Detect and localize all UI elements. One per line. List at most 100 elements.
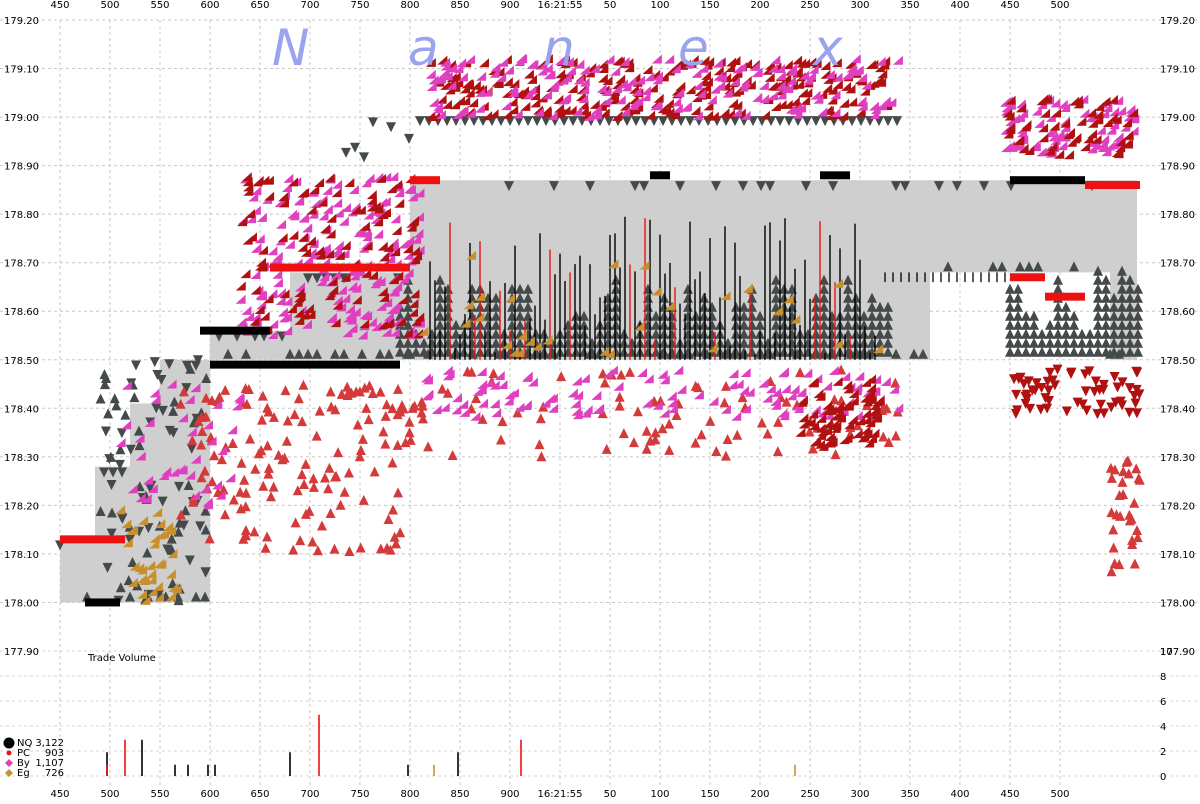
ask-away-marker <box>288 177 299 187</box>
quote-stack-marker <box>1021 328 1031 339</box>
eg-quote-marker <box>832 339 843 349</box>
by-bid-marker <box>673 365 684 375</box>
eg-quote-marker <box>474 312 485 322</box>
ask-away-marker <box>789 97 800 107</box>
quote-stack-marker <box>1109 346 1119 357</box>
quote-stack-marker <box>883 301 893 312</box>
by-bid-marker <box>765 384 776 394</box>
bid-away-marker <box>292 485 303 496</box>
ask-away-marker <box>852 428 863 438</box>
by-ask-marker <box>363 210 374 220</box>
eg-quote-marker <box>153 592 164 602</box>
y-tick-label-left: 179.10 <box>4 65 39 76</box>
bid-away-marker <box>199 465 210 476</box>
left-quote-marker <box>123 575 134 586</box>
ask-row-marker <box>341 147 351 158</box>
ask-away-marker <box>334 250 345 260</box>
by-ask-marker <box>1079 108 1090 118</box>
by-ask-marker <box>496 72 507 82</box>
ask-away-marker <box>501 88 512 98</box>
by-bid-marker <box>727 380 738 390</box>
quote-stack-marker <box>1133 328 1143 339</box>
quote-stack-marker <box>1021 310 1031 321</box>
quote-stack-marker <box>1061 337 1071 348</box>
quote-stack-marker <box>771 346 781 357</box>
ask-away-marker <box>386 184 397 194</box>
ask-away-marker <box>379 292 390 302</box>
ask-away-marker <box>877 69 888 79</box>
quote-stack-marker <box>1117 346 1127 357</box>
by-ask-marker <box>392 282 403 292</box>
eg-quote-marker <box>149 539 160 549</box>
by-bid-marker <box>540 398 551 408</box>
bid-away-marker <box>1129 497 1140 508</box>
ask-away-marker <box>815 423 826 433</box>
by-ask-marker <box>318 211 329 221</box>
legend-series-name: PC <box>17 748 30 759</box>
by-ask-marker <box>671 97 682 107</box>
bid-away-marker <box>220 442 231 453</box>
quote-stack-marker <box>691 337 701 348</box>
quote-stack-marker <box>579 319 589 330</box>
ask-away-marker <box>832 79 843 89</box>
ask-away-marker <box>1012 405 1023 416</box>
quote-stack-marker <box>755 310 765 321</box>
by-ask-marker <box>347 281 358 291</box>
bid-away-marker <box>280 385 291 396</box>
by-ask-marker <box>1001 143 1012 153</box>
ask-away-marker <box>831 58 842 68</box>
ask-quote-marker <box>549 181 559 192</box>
volume-y-tick-label: 10 <box>1160 647 1173 658</box>
quote-stack-marker <box>1005 310 1015 321</box>
eg-quote-marker <box>504 293 515 303</box>
quote-stack-marker <box>1093 265 1103 276</box>
by-ask-marker <box>644 72 655 82</box>
eg-quote-marker <box>166 591 177 601</box>
by-bid-marker <box>169 467 180 477</box>
quote-stack-marker <box>1013 283 1023 294</box>
bid-away-marker <box>395 527 406 538</box>
by-bid-marker <box>470 411 481 421</box>
quote-stack-marker <box>1069 337 1079 348</box>
ask-away-marker <box>408 298 419 308</box>
ask-away-marker <box>1052 364 1063 375</box>
ask-away-marker <box>861 408 872 418</box>
by-ask-marker <box>503 65 514 75</box>
left-quote-marker <box>183 479 194 490</box>
quote-stack-marker <box>1021 319 1031 330</box>
eg-quote-marker <box>463 300 474 310</box>
by-bid-marker <box>521 400 532 410</box>
by-ask-marker <box>1034 118 1045 128</box>
y-tick-label-left: 179.00 <box>4 113 39 124</box>
by-bid-marker <box>570 398 581 408</box>
ask-away-marker <box>611 111 622 121</box>
ask-away-marker <box>1025 403 1036 414</box>
legend-series-count: 1,107 <box>35 758 64 769</box>
eg-quote-marker <box>147 586 158 596</box>
bid-away-marker <box>240 530 251 541</box>
eg-quote-marker <box>608 259 619 269</box>
quote-stack-marker <box>859 310 869 321</box>
quote-stack-marker <box>1053 310 1063 321</box>
by-ask-marker <box>664 54 675 64</box>
by-ask-marker <box>281 312 292 322</box>
by-ask-marker <box>517 54 528 64</box>
by-ask-marker <box>876 101 887 111</box>
bid-away-marker <box>1111 509 1122 520</box>
ask-away-marker <box>675 81 686 91</box>
x-tick-label-top: 16:21:55 <box>538 0 583 11</box>
by-ask-marker <box>411 234 422 244</box>
by-bid-marker <box>854 371 865 381</box>
by-bid-marker <box>190 454 201 464</box>
left-quote-marker <box>200 524 211 535</box>
eg-quote-marker <box>742 283 753 293</box>
ask-away-marker <box>395 316 406 326</box>
eg-quote-marker <box>599 346 610 356</box>
ask-quote-marker <box>891 181 901 192</box>
by-ask-marker <box>389 327 400 337</box>
ask-row-marker <box>404 133 414 144</box>
by-ask-marker <box>1050 98 1061 108</box>
bid-away-marker <box>330 404 341 415</box>
ask-away-marker <box>1003 129 1014 139</box>
